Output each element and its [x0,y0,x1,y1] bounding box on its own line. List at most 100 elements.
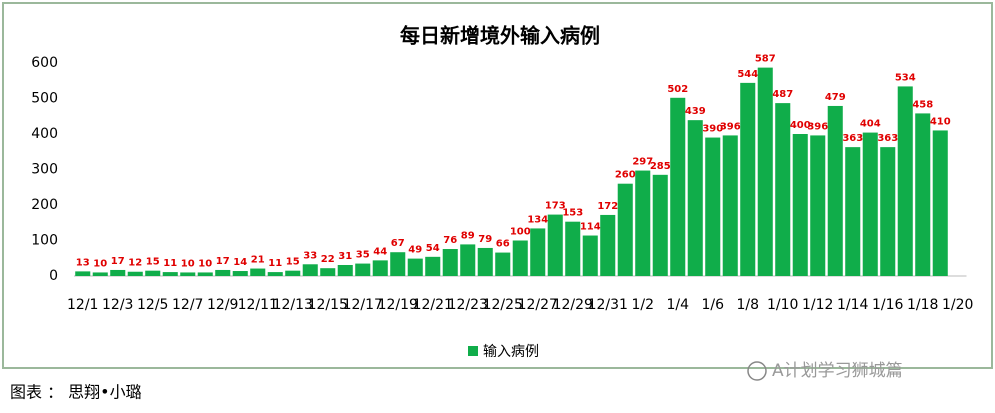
value-label: 544 [737,69,758,80]
value-label: 153 [562,208,583,219]
bar [232,271,248,276]
value-label: 17 [216,256,230,267]
x-tick-label: 12/15 [308,297,348,313]
bar [775,103,791,277]
value-label: 458 [912,99,933,110]
bar [617,183,633,276]
legend-swatch [468,346,478,356]
value-label: 22 [321,254,335,265]
x-tick-label: 1/6 [701,297,724,313]
y-tick-label: 600 [31,55,58,71]
x-tick-label: 12/9 [207,297,238,313]
bar [495,252,511,276]
bar [740,82,756,276]
bar [372,260,388,276]
value-label: 404 [860,119,881,130]
bar [635,170,651,276]
x-tick-label: 1/14 [837,297,869,313]
y-tick-label: 0 [49,268,58,284]
value-label: 17 [111,256,125,267]
bar [722,135,738,276]
bar [547,214,563,276]
value-label: 31 [338,251,352,262]
x-tick-label: 12/7 [172,297,203,313]
bar [302,264,318,276]
x-tick-label: 1/16 [872,297,904,313]
legend-label: 输入病例 [483,344,539,360]
bar [337,264,353,276]
value-label: 14 [233,257,247,268]
value-label: 114 [580,222,601,233]
value-label: 396 [720,121,741,132]
value-label: 10 [93,258,107,269]
bar [862,132,878,276]
x-tick-label: 12/13 [273,297,313,313]
bar [565,221,581,276]
value-label: 587 [755,54,776,65]
x-tick-label: 12/1 [67,297,98,313]
bar [600,214,616,276]
bar [810,135,826,276]
chart-title: 每日新增境外输入病例 [400,24,600,48]
value-label: 439 [685,106,706,117]
x-tick-label: 12/27 [518,297,558,313]
bar [215,269,231,276]
bar [827,105,843,276]
bar [460,244,476,276]
x-tick-label: 1/2 [631,297,654,313]
x-tick-label: 1/12 [802,297,833,313]
bar [267,272,283,276]
bar [162,272,178,276]
bar [425,256,441,276]
bar [705,137,721,276]
bar [320,268,336,276]
value-label: 10 [198,258,212,269]
value-label: 15 [146,257,160,268]
value-label: 502 [667,84,688,95]
value-label: 363 [842,133,863,144]
value-label: 44 [373,246,387,257]
bar [530,228,546,276]
value-label: 15 [286,257,300,268]
x-tick-label: 1/18 [907,297,938,313]
value-label: 396 [807,121,828,132]
bar [915,113,931,276]
bar [652,174,668,276]
bar [92,272,108,276]
x-tick-label: 12/11 [238,297,278,313]
bar [897,86,913,277]
value-label: 67 [391,238,405,249]
value-label: 400 [790,120,811,131]
x-tick-label: 12/17 [343,297,383,313]
y-tick-label: 400 [31,126,58,142]
bar [180,272,196,276]
bar [687,120,703,276]
value-label: 172 [597,201,618,212]
bar [512,240,528,276]
value-label: 285 [650,161,671,172]
footer: 图表 ： 思翔•小璐 [10,383,142,402]
y-tick-label: 300 [31,162,58,178]
x-tick-label: 12/21 [413,297,453,313]
bar [250,268,266,276]
bar [110,269,126,276]
value-label: 100 [510,227,531,238]
value-label: 13 [76,257,90,268]
y-tick-label: 200 [31,197,58,213]
chart-frame [2,2,993,369]
value-label: 35 [356,250,370,261]
x-tick-label: 1/4 [666,297,689,313]
value-label: 33 [303,250,317,261]
x-tick-label: 12/29 [553,297,593,313]
bar [670,97,686,276]
bar [145,270,161,276]
x-tick-label: 12/3 [102,297,133,313]
x-tick-label: 1/10 [767,297,798,313]
value-label: 363 [877,133,898,144]
value-label: 297 [632,157,653,168]
y-tick-label: 500 [31,91,58,107]
bar [880,147,896,276]
x-tick-label: 12/23 [448,297,488,313]
bar [757,67,773,277]
bar [407,258,423,276]
